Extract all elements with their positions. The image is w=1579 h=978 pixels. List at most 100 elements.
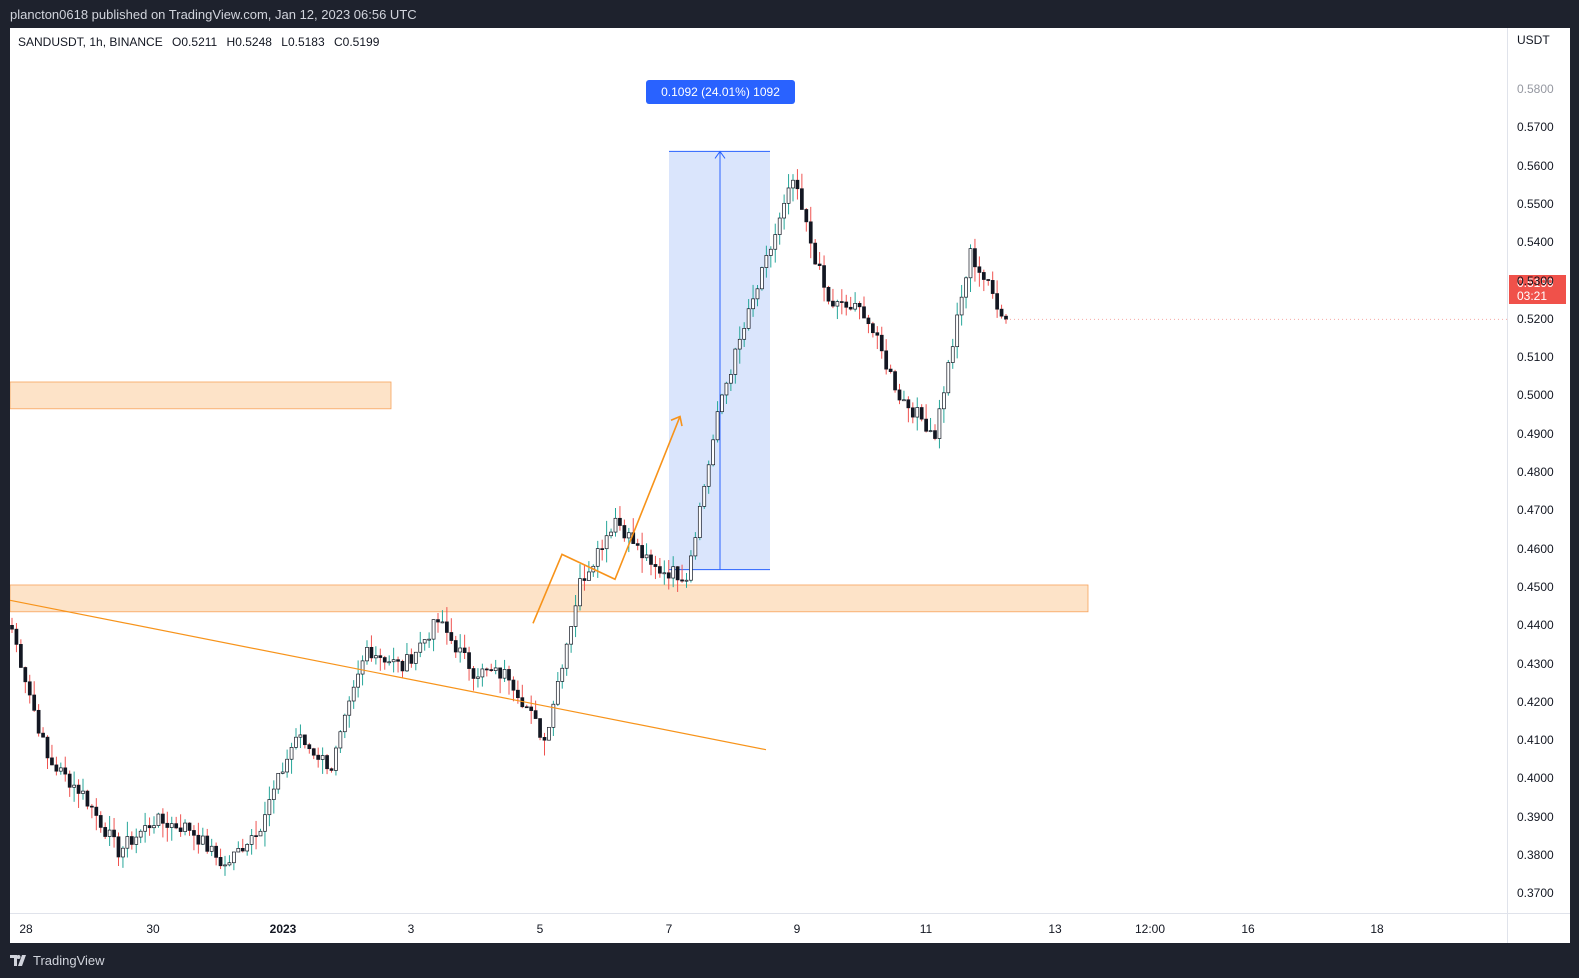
candle-body [649, 554, 653, 565]
candle-body [560, 667, 565, 682]
candle-body [533, 710, 538, 719]
candle-body [23, 667, 28, 683]
candle-body [822, 265, 826, 288]
candle-body [702, 485, 707, 507]
tradingview-logo[interactable]: TradingView [10, 953, 105, 968]
candlestick-chart[interactable] [10, 28, 1507, 913]
candle-body [542, 737, 547, 741]
price-tick-label: 0.4800 [1517, 465, 1554, 479]
time-tick-label: 28 [19, 922, 33, 936]
candle-body [919, 407, 924, 420]
candle-body [746, 308, 751, 329]
candle-body [990, 280, 995, 294]
candle-body [595, 548, 600, 567]
time-tick-label: 5 [536, 922, 544, 936]
candle-body [622, 525, 627, 539]
candle-body [764, 255, 769, 268]
candle-body [906, 399, 911, 409]
candle-body [946, 362, 951, 394]
candle-body [178, 827, 183, 832]
measure-label[interactable]: 0.1092 (24.01%) 1092 [646, 80, 795, 104]
candle-body [808, 221, 813, 244]
candle-body [147, 825, 152, 829]
price-scale[interactable]: USDT 0.5199 03:21 0.5800 0.5700 0.5600 0.55… [1507, 28, 1570, 939]
candle-body [54, 764, 59, 772]
candle-body [156, 813, 161, 826]
candle-body [218, 857, 223, 867]
candle-body [587, 571, 591, 581]
candle-body [58, 767, 63, 772]
candle-body [320, 755, 325, 760]
horizontal-zone [10, 381, 392, 410]
candle-body [458, 647, 463, 653]
candle-body [666, 572, 671, 579]
time-tick-label: 3 [407, 922, 415, 936]
candle-body [391, 659, 396, 663]
candle-body [507, 669, 511, 681]
candle-body [848, 306, 853, 310]
candle-body [289, 746, 294, 760]
candle-body [125, 836, 130, 849]
candle-body [862, 306, 866, 319]
candle-body [604, 535, 609, 550]
candle-body [285, 758, 289, 773]
candle-body [276, 772, 281, 790]
time-scale[interactable]: 28 30 2023 3 5 7 9 11 13 12:00 16 18 [10, 913, 1507, 944]
candle-body [41, 732, 45, 738]
candle-body [613, 517, 618, 533]
candle-body [134, 836, 139, 845]
candle-body [964, 277, 968, 298]
scale-corner[interactable] [1507, 913, 1570, 944]
candle-body [871, 323, 875, 334]
candle-body [413, 651, 418, 664]
candle-body [720, 394, 724, 413]
candle-body [471, 668, 476, 679]
candle-body [200, 835, 205, 845]
candle-body [169, 823, 174, 828]
candle-body [551, 703, 556, 728]
candle-body [81, 790, 85, 794]
candle-body [90, 805, 94, 808]
candle-body [924, 418, 928, 432]
publisher-line: plancton0618 published on TradingView.co… [10, 7, 417, 22]
candle-body [316, 754, 321, 760]
candle-body [835, 301, 840, 307]
candle-body [174, 823, 179, 829]
price-unit-label[interactable]: USDT [1517, 33, 1550, 47]
price-tick-label: 0.5600 [1517, 158, 1554, 173]
candle-body [981, 272, 986, 280]
candle-body [635, 543, 640, 546]
chart-plot-area[interactable]: SANDUSDT, 1h, BINANCE O0.5211 H0.5248 L0… [10, 28, 1507, 913]
symbol-name[interactable]: SANDUSDT, 1h, BINANCE [18, 35, 163, 49]
candle-body [214, 845, 218, 858]
candle-body [484, 668, 489, 671]
candle-body [853, 303, 857, 310]
candle-body [737, 338, 742, 350]
price-tick-label: 0.4700 [1517, 503, 1554, 518]
candle-body [675, 566, 680, 581]
candle-body [817, 263, 822, 266]
candle-body [396, 659, 400, 662]
price-tick-label: 0.5200 [1517, 311, 1554, 326]
projection-path [532, 416, 681, 624]
candle-body [138, 830, 143, 838]
candle-body [10, 624, 14, 630]
time-tick-label: 9 [793, 922, 801, 936]
candle-body [573, 605, 578, 627]
candle-body [498, 667, 502, 679]
candle-body [928, 430, 933, 432]
price-tick-label: 0.3900 [1517, 809, 1554, 824]
candle-body [14, 628, 19, 645]
candle-body [342, 714, 347, 733]
price-tick-label: 0.4600 [1517, 541, 1554, 556]
chart-panel[interactable]: SANDUSDT, 1h, BINANCE O0.5211 H0.5248 L0… [10, 28, 1570, 944]
candle-body [995, 293, 999, 310]
candle-body [884, 350, 889, 370]
candle-body [267, 799, 272, 816]
candle-body [227, 862, 232, 866]
candle-body [795, 179, 800, 190]
bar-countdown: 03:21 [1517, 289, 1548, 303]
candle-body [942, 392, 946, 410]
projection-arrow-head [670, 415, 683, 427]
candle-body [263, 814, 267, 832]
